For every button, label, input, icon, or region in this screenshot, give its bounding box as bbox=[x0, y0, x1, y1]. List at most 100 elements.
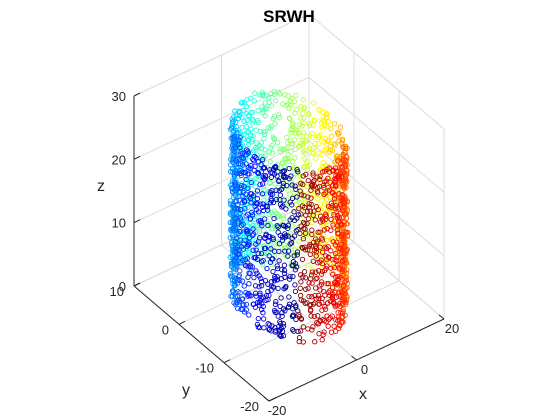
data-point bbox=[338, 233, 345, 239]
data-point bbox=[310, 122, 316, 128]
data-point bbox=[328, 248, 334, 254]
data-point bbox=[330, 239, 336, 245]
data-point bbox=[281, 197, 287, 203]
data-point bbox=[322, 304, 328, 310]
x-axis-label: x bbox=[359, 386, 367, 403]
z-tick-label: 20 bbox=[112, 152, 126, 167]
data-point bbox=[250, 247, 256, 253]
data-point bbox=[280, 321, 287, 327]
data-point bbox=[319, 337, 325, 343]
data-point bbox=[255, 107, 261, 114]
data-point bbox=[268, 145, 274, 151]
data-point bbox=[239, 278, 246, 284]
data-point bbox=[255, 315, 261, 322]
data-point bbox=[335, 168, 341, 174]
y-tick-label: 0 bbox=[162, 322, 169, 337]
data-point bbox=[267, 259, 274, 265]
data-point bbox=[331, 196, 338, 202]
data-point bbox=[288, 173, 294, 179]
data-point bbox=[304, 209, 311, 215]
data-point bbox=[287, 241, 293, 247]
data-point bbox=[290, 306, 296, 312]
z-tick-mark bbox=[133, 282, 141, 287]
data-point bbox=[248, 293, 254, 299]
data-point bbox=[254, 270, 260, 276]
data-point bbox=[275, 285, 281, 292]
data-point bbox=[230, 289, 236, 295]
data-point bbox=[322, 306, 329, 312]
data-point bbox=[315, 206, 321, 213]
data-point bbox=[316, 106, 322, 113]
data-point bbox=[262, 245, 269, 251]
data-point bbox=[317, 213, 324, 219]
data-point bbox=[305, 216, 311, 222]
data-point bbox=[258, 250, 265, 257]
data-point bbox=[332, 165, 339, 171]
data-point bbox=[303, 133, 309, 140]
data-point bbox=[263, 174, 269, 180]
data-point bbox=[298, 279, 304, 285]
data-point bbox=[339, 290, 345, 296]
data-point bbox=[262, 147, 268, 153]
data-point bbox=[321, 201, 328, 208]
data-point bbox=[237, 144, 243, 151]
data-point bbox=[277, 192, 284, 198]
data-point bbox=[239, 296, 245, 302]
data-point bbox=[236, 108, 242, 114]
data-point bbox=[261, 129, 267, 135]
data-point bbox=[250, 133, 256, 139]
data-point bbox=[300, 129, 307, 135]
data-point bbox=[313, 269, 319, 275]
data-point bbox=[323, 190, 329, 196]
grid-line bbox=[133, 140, 310, 224]
data-point bbox=[311, 100, 317, 106]
data-point bbox=[302, 150, 309, 157]
y-axis-label: y bbox=[182, 382, 190, 399]
data-point bbox=[282, 248, 288, 254]
data-point bbox=[313, 155, 319, 161]
data-point bbox=[286, 165, 292, 172]
data-point bbox=[246, 242, 252, 248]
data-point bbox=[318, 152, 325, 158]
data-point bbox=[330, 190, 336, 196]
data-point bbox=[240, 156, 247, 162]
data-point bbox=[258, 306, 265, 313]
data-point bbox=[310, 324, 316, 330]
data-point bbox=[292, 217, 298, 224]
data-point bbox=[289, 262, 295, 269]
data-point bbox=[280, 333, 287, 339]
data-point bbox=[244, 255, 251, 261]
data-point bbox=[296, 239, 302, 245]
data-point bbox=[256, 302, 263, 308]
data-point bbox=[290, 273, 296, 280]
data-point bbox=[267, 125, 273, 132]
data-point bbox=[252, 304, 259, 310]
data-point bbox=[322, 168, 328, 174]
data-point bbox=[259, 261, 266, 268]
data-point bbox=[322, 147, 328, 153]
data-point bbox=[319, 307, 325, 313]
data-point bbox=[303, 138, 309, 144]
data-point bbox=[237, 254, 243, 260]
data-point bbox=[258, 219, 264, 226]
data-point bbox=[336, 325, 342, 332]
data-point bbox=[325, 300, 331, 306]
data-point bbox=[266, 124, 272, 130]
data-point bbox=[249, 212, 256, 218]
x-tick-mark bbox=[263, 396, 270, 402]
data-point bbox=[228, 156, 234, 162]
data-point bbox=[285, 93, 292, 99]
data-point bbox=[259, 181, 266, 187]
data-point bbox=[300, 339, 306, 345]
data-point bbox=[246, 177, 252, 183]
data-point bbox=[312, 217, 319, 223]
data-point bbox=[242, 206, 248, 212]
data-point bbox=[325, 138, 332, 144]
data-point bbox=[240, 246, 247, 252]
data-point bbox=[328, 329, 335, 335]
data-point bbox=[332, 205, 339, 212]
data-point bbox=[297, 272, 304, 278]
data-point bbox=[319, 299, 325, 306]
data-point bbox=[297, 328, 304, 334]
data-point bbox=[266, 253, 272, 259]
